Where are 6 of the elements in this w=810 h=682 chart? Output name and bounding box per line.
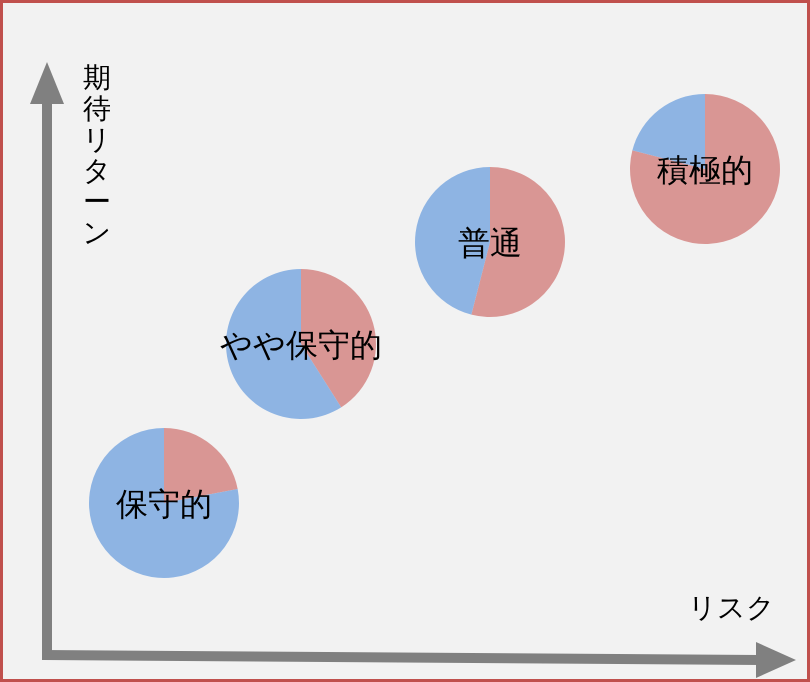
- text: 期待リターン: [82, 61, 112, 249]
- text: やや保守的: [220, 326, 382, 364]
- text: 積極的: [657, 151, 753, 189]
- text: リスク: [688, 591, 775, 624]
- text: 普通: [458, 224, 522, 262]
- text: 保守的: [116, 485, 212, 523]
